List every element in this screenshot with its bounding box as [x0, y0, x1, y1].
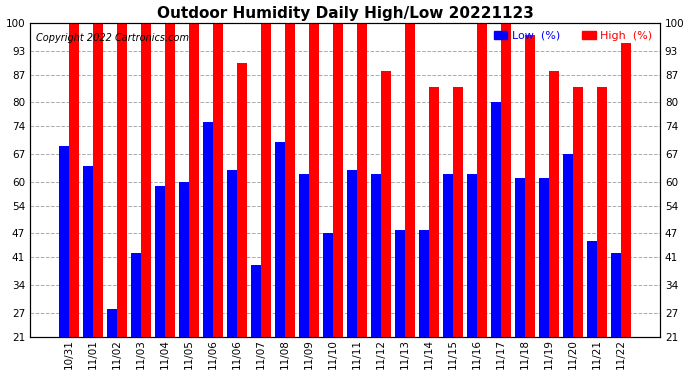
Title: Outdoor Humidity Daily High/Low 20221123: Outdoor Humidity Daily High/Low 20221123	[157, 6, 533, 21]
Bar	[501, 23, 511, 337]
Bar	[69, 23, 79, 337]
Bar	[357, 23, 367, 337]
Bar	[467, 174, 477, 337]
Bar	[371, 174, 381, 337]
Bar	[539, 178, 549, 337]
Bar	[141, 23, 151, 337]
Bar	[395, 230, 405, 337]
Bar	[117, 23, 127, 337]
Bar	[573, 87, 583, 337]
Legend: Low  (%), High  (%): Low (%), High (%)	[492, 28, 654, 43]
Bar	[491, 102, 501, 337]
Bar	[237, 63, 247, 337]
Bar	[419, 230, 429, 337]
Bar	[227, 170, 237, 337]
Bar	[155, 186, 165, 337]
Bar	[347, 170, 357, 337]
Bar	[323, 234, 333, 337]
Bar	[525, 35, 535, 337]
Bar	[92, 23, 103, 337]
Text: Copyright 2022 Cartronics.com: Copyright 2022 Cartronics.com	[37, 33, 189, 42]
Bar	[515, 178, 525, 337]
Bar	[611, 254, 621, 337]
Bar	[443, 174, 453, 337]
Bar	[251, 265, 261, 337]
Bar	[203, 122, 213, 337]
Bar	[477, 23, 487, 337]
Bar	[285, 23, 295, 337]
Bar	[189, 23, 199, 337]
Bar	[59, 146, 69, 337]
Bar	[333, 23, 343, 337]
Bar	[83, 166, 92, 337]
Bar	[621, 43, 631, 337]
Bar	[429, 87, 439, 337]
Bar	[165, 23, 175, 337]
Bar	[587, 242, 598, 337]
Bar	[130, 254, 141, 337]
Bar	[563, 154, 573, 337]
Bar	[549, 71, 560, 337]
Bar	[309, 23, 319, 337]
Bar	[261, 23, 271, 337]
Bar	[598, 87, 607, 337]
Bar	[275, 142, 285, 337]
Bar	[299, 174, 309, 337]
Bar	[179, 182, 189, 337]
Bar	[107, 309, 117, 337]
Bar	[453, 87, 463, 337]
Bar	[213, 23, 223, 337]
Bar	[381, 71, 391, 337]
Bar	[405, 23, 415, 337]
